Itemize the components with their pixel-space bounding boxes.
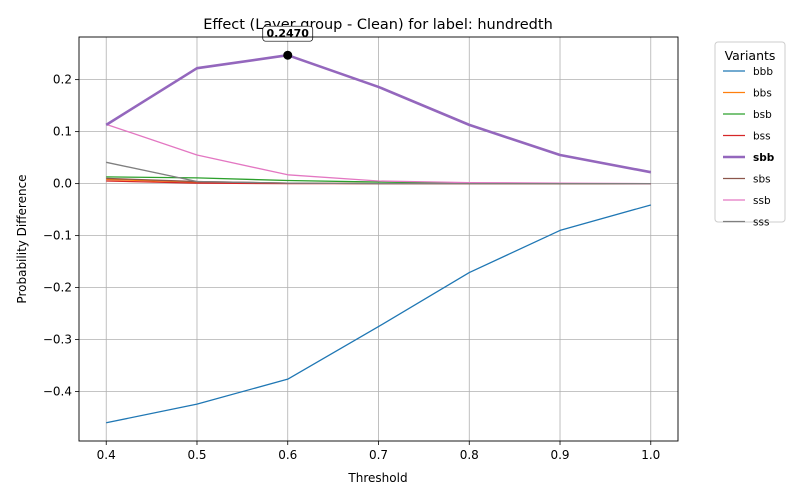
legend-label-bbs: bbs xyxy=(753,88,772,100)
series-line-sbb xyxy=(105,53,652,174)
legend-label-bss: bss xyxy=(753,131,771,143)
y-tick-label: −0.2 xyxy=(43,281,72,295)
y-tick-label: −0.1 xyxy=(43,229,72,243)
peak-marker xyxy=(283,50,293,60)
y-axis-title: Probability Difference xyxy=(15,174,29,303)
legend-title: Variants xyxy=(725,48,776,63)
legend-items: bbb bbs bsb bss sbb sbs ssb sss xyxy=(723,66,775,229)
series-line-bbb xyxy=(106,204,651,424)
legend-label-bbb: bbb xyxy=(753,66,773,78)
legend-label-sss: sss xyxy=(753,217,769,229)
x-tick-label: 0.5 xyxy=(187,448,206,462)
x-tick-label: 0.6 xyxy=(278,448,297,462)
grid xyxy=(79,37,678,441)
x-tick-label: 0.8 xyxy=(460,448,479,462)
legend-label-sbb: sbb xyxy=(753,152,775,164)
y-tick-label: 0.2 xyxy=(53,73,72,87)
series-lines xyxy=(105,53,652,424)
x-tick-label: 0.9 xyxy=(550,448,569,462)
x-tick-label: 1.0 xyxy=(641,448,660,462)
x-axis-ticks: 0.4 0.5 0.6 0.7 0.8 0.9 1.0 xyxy=(97,441,660,462)
x-axis-title: Threshold xyxy=(347,471,407,485)
y-tick-label: 0.1 xyxy=(53,125,72,139)
chart-title: Effect (Layer group - Clean) for label: … xyxy=(203,17,553,33)
legend-box xyxy=(714,41,786,223)
x-tick-label: 0.7 xyxy=(369,448,388,462)
y-axis-ticks: −0.4 −0.3 −0.2 −0.1 0.0 0.1 0.2 xyxy=(43,73,79,399)
series-line-sss xyxy=(106,161,651,185)
legend-label-bsb: bsb xyxy=(753,109,772,121)
x-tick-label: 0.4 xyxy=(97,448,116,462)
y-tick-label: 0.0 xyxy=(53,177,72,191)
y-tick-label: −0.3 xyxy=(43,333,72,347)
legend: Variants bbb bbs bsb bss sbb sbs ssb sss xyxy=(714,41,786,229)
y-tick-label: −0.4 xyxy=(43,385,72,399)
annotation-label: 0.2470 xyxy=(267,27,310,40)
legend-label-ssb: ssb xyxy=(753,195,771,207)
legend-label-sbs: sbs xyxy=(753,174,771,186)
